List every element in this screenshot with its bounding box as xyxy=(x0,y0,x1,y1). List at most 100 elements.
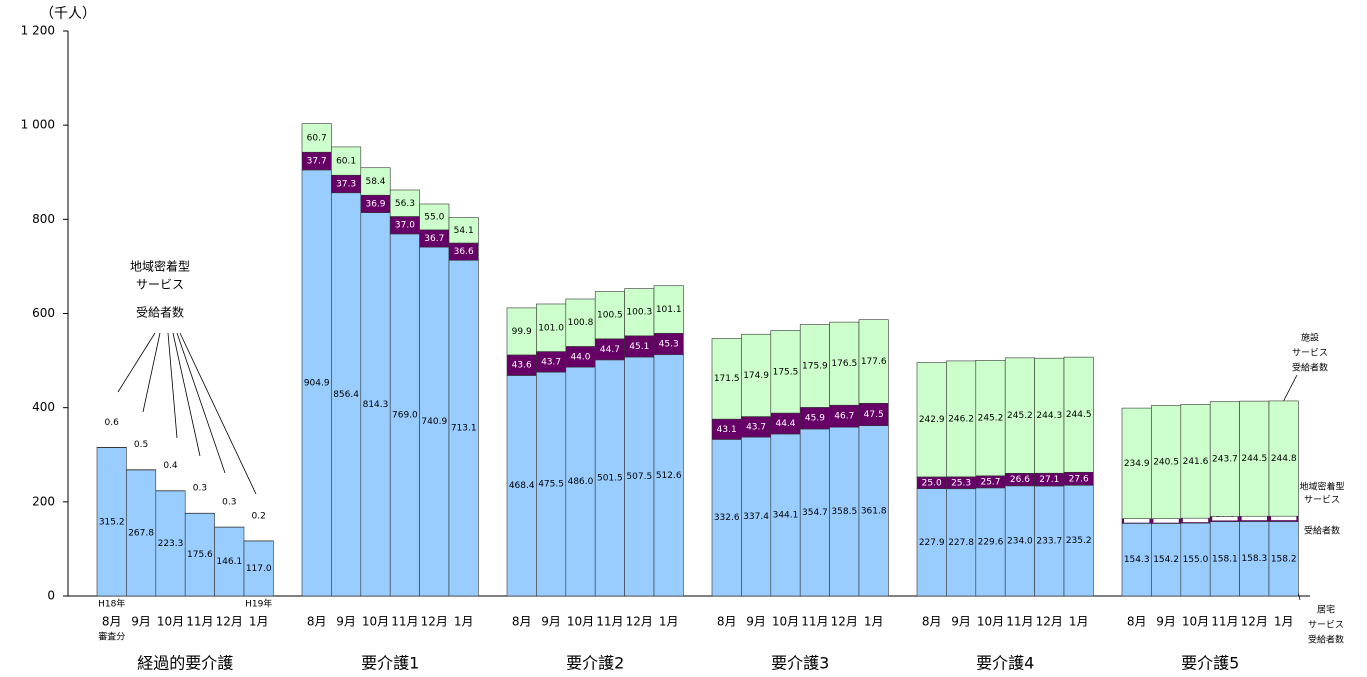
value-label: 0.4 xyxy=(163,461,178,471)
value-label: 60.1 xyxy=(336,157,356,167)
value-label: 0.3 xyxy=(193,484,207,494)
value-label: 100.3 xyxy=(626,308,652,318)
value-label: 241.6 xyxy=(1183,457,1209,467)
value-label: 146.1 xyxy=(216,557,242,567)
bar-segment xyxy=(1268,400,1299,517)
bar-segment xyxy=(1121,407,1152,519)
value-label: 171.5 xyxy=(714,374,740,384)
value-label: 25.3 xyxy=(951,478,971,488)
value-label: 0.2 xyxy=(252,511,266,521)
value-label: 227.9 xyxy=(919,538,945,548)
x-tick-label: 10月 xyxy=(977,615,1004,629)
value-label: 332.6 xyxy=(714,513,740,523)
value-label: 176.5 xyxy=(831,359,857,369)
bar-segment xyxy=(565,298,596,347)
bar-segment xyxy=(916,362,947,478)
value-label: 101.0 xyxy=(538,323,564,333)
value-label: 229.6 xyxy=(978,537,1004,547)
bar-segment xyxy=(770,433,801,597)
value-label: 244.3 xyxy=(1036,411,1062,421)
value-label: 47.5 xyxy=(864,410,884,420)
bar-segment xyxy=(799,324,830,408)
value-label: 713.1 xyxy=(451,424,477,434)
value-label: 55.0 xyxy=(424,212,444,222)
value-label: 25.0 xyxy=(922,478,942,488)
value-label: 244.5 xyxy=(1066,410,1092,420)
bar-segment xyxy=(243,540,274,597)
value-label: 246.2 xyxy=(948,414,974,424)
bar-segment xyxy=(419,203,450,231)
value-label: 468.4 xyxy=(509,481,535,491)
bar-segment xyxy=(1239,521,1270,597)
x-tick-label: 9月 xyxy=(336,615,356,629)
x-sub-label: H19年 xyxy=(245,598,272,610)
bar-segment xyxy=(594,359,625,597)
x-tick-label: 10月 xyxy=(567,615,594,629)
value-label: 158.3 xyxy=(1241,554,1267,564)
value-label: 45.3 xyxy=(659,339,679,349)
x-tick-label: 12月 xyxy=(421,615,448,629)
annotation: 受給者数 xyxy=(136,305,184,320)
value-label: 512.6 xyxy=(656,471,682,481)
group-label: 要介護3 xyxy=(771,654,829,673)
value-label: 43.6 xyxy=(512,361,532,371)
x-tick-label: 1月 xyxy=(1274,615,1294,629)
bar-segment xyxy=(1063,356,1094,473)
bar-segment xyxy=(301,169,332,597)
x-tick-label: 12月 xyxy=(626,615,653,629)
value-label: 244.8 xyxy=(1271,454,1297,464)
value-label: 354.7 xyxy=(802,508,828,518)
value-label: 60.7 xyxy=(307,133,327,143)
value-label: 245.2 xyxy=(978,414,1004,424)
x-tick-label: 11月 xyxy=(596,615,623,629)
value-label: 177.6 xyxy=(861,357,887,367)
value-label: 235.2 xyxy=(1066,536,1092,546)
bar-segment xyxy=(1180,404,1211,519)
bar-segment xyxy=(624,288,655,337)
value-label: 45.1 xyxy=(629,342,649,352)
x-tick-label: 1月 xyxy=(864,615,884,629)
value-label: 100.5 xyxy=(597,311,623,321)
value-label: 769.0 xyxy=(392,410,418,420)
x-tick-label: 1月 xyxy=(249,615,269,629)
x-tick-label: 10月 xyxy=(1182,615,1209,629)
x-tick-label: 1月 xyxy=(454,615,474,629)
annotation: 受給者数 xyxy=(1304,525,1340,537)
value-label: 99.9 xyxy=(512,327,532,337)
bar-segment xyxy=(916,488,947,597)
value-label: 486.0 xyxy=(568,477,594,487)
value-label: 361.8 xyxy=(861,506,887,516)
annotation: 地域密着型 xyxy=(130,259,190,274)
annotation: 地域密着型 xyxy=(1299,481,1344,493)
value-label: 223.3 xyxy=(158,539,184,549)
annotation: サービス xyxy=(1304,495,1340,506)
value-label: 43.7 xyxy=(541,357,561,367)
value-label: 58.4 xyxy=(365,177,385,187)
group-label: 経過的要介護 xyxy=(137,654,233,673)
y-tick-label: 200 xyxy=(32,494,55,508)
bar-segment xyxy=(389,233,420,597)
value-label: 242.9 xyxy=(919,415,945,425)
x-sub-label: H18年 xyxy=(98,598,125,610)
annotation: 受給者数 xyxy=(1308,634,1344,646)
x-tick-label: 10月 xyxy=(772,615,799,629)
value-label: 27.6 xyxy=(1069,474,1089,484)
bar-segment xyxy=(799,428,830,597)
x-tick-label: 9月 xyxy=(131,615,151,629)
x-tick-label: 8月 xyxy=(102,615,122,629)
bar-segment xyxy=(711,338,742,420)
x-tick-label: 8月 xyxy=(922,615,942,629)
value-label: 856.4 xyxy=(333,390,359,400)
value-label: 44.0 xyxy=(570,352,590,362)
value-label: 101.1 xyxy=(656,305,682,315)
bar-segment xyxy=(770,330,801,414)
value-label: 244.5 xyxy=(1241,454,1267,464)
group-label: 要介護2 xyxy=(566,654,624,673)
bar-segment xyxy=(975,487,1006,597)
bar-segment xyxy=(419,246,450,597)
value-label: 37.3 xyxy=(336,179,356,189)
value-label: 243.7 xyxy=(1212,455,1238,465)
x-tick-label: 8月 xyxy=(307,615,327,629)
value-label: 25.7 xyxy=(980,477,1000,487)
